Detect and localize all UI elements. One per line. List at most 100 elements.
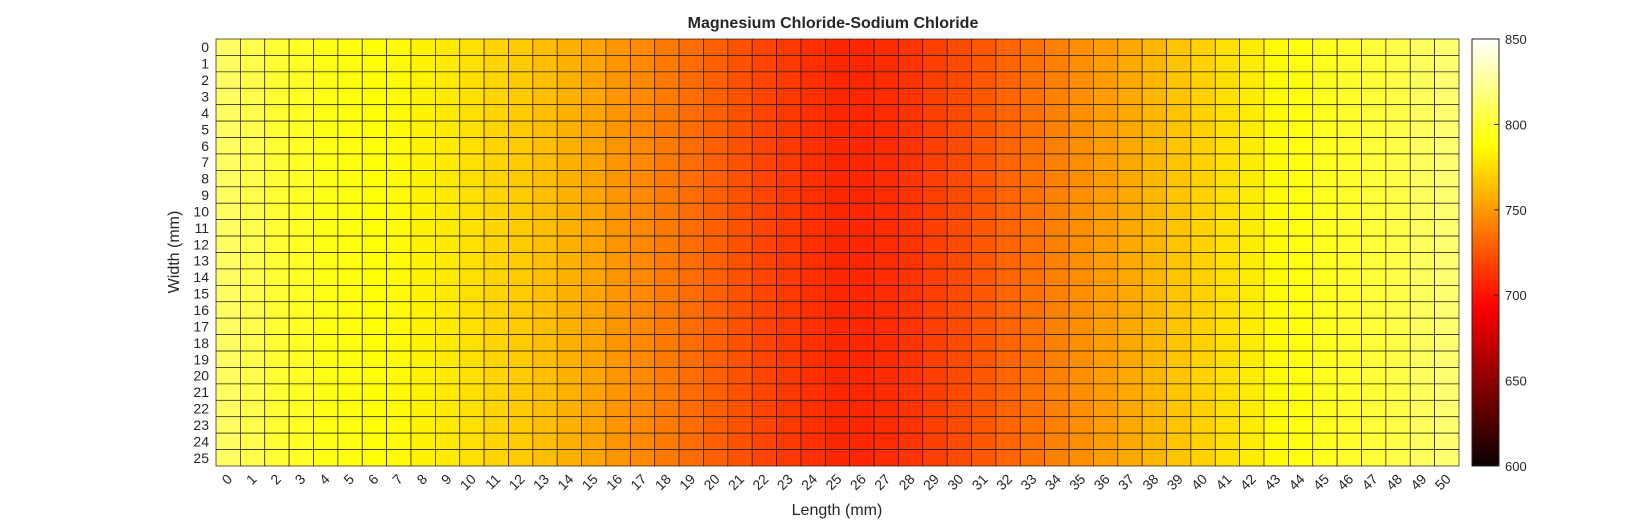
heatmap-cell <box>629 285 656 303</box>
heatmap-cell <box>678 416 704 434</box>
heatmap-cell <box>824 383 851 401</box>
heatmap-cell <box>654 285 680 303</box>
heatmap-cell <box>751 449 777 467</box>
heatmap-cell <box>288 153 314 171</box>
heatmap-cell <box>824 170 851 188</box>
heatmap-cell <box>313 55 339 73</box>
heatmap-cell <box>459 87 485 106</box>
heatmap-cell <box>1214 71 1240 89</box>
heatmap-cell <box>1263 170 1289 188</box>
heatmap-cell <box>1117 235 1143 253</box>
heatmap-cell <box>410 38 436 56</box>
heatmap-cell <box>1385 55 1411 73</box>
heatmap-cell <box>1336 367 1362 385</box>
heatmap-cell <box>532 252 558 270</box>
heatmap-cell <box>264 285 290 303</box>
heatmap-cell <box>678 317 704 335</box>
heatmap-cell <box>995 301 1021 319</box>
heatmap-cell <box>1044 170 1070 188</box>
heatmap-cell <box>1312 252 1338 270</box>
heatmap-cell <box>1239 367 1265 385</box>
heatmap-cell <box>849 317 875 335</box>
heatmap-cell <box>605 301 631 319</box>
heatmap-cell <box>435 432 461 450</box>
heatmap-cell <box>1214 252 1240 270</box>
heatmap-cell <box>435 301 461 319</box>
heatmap-cell <box>654 416 680 434</box>
heatmap-cell <box>1141 334 1167 352</box>
heatmap-cell <box>824 104 851 122</box>
heatmap-cell <box>1190 301 1216 319</box>
heatmap-cell <box>1409 432 1435 450</box>
y-tick-label: 11 <box>194 220 209 236</box>
heatmap-cell <box>288 120 314 138</box>
heatmap-cell <box>288 317 314 335</box>
heatmap-cell <box>313 268 339 286</box>
heatmap-cell <box>1019 449 1046 467</box>
heatmap-cell <box>1117 449 1143 467</box>
heatmap-cell <box>751 285 777 303</box>
heatmap-cell <box>240 416 266 434</box>
heatmap-cell <box>824 120 851 138</box>
x-tick-label: 6 <box>365 471 382 488</box>
heatmap-cell <box>264 120 290 138</box>
heatmap-cell <box>922 137 948 155</box>
heatmap-cell <box>1288 137 1314 155</box>
heatmap-cell <box>1141 170 1167 188</box>
heatmap-cell <box>1141 137 1167 155</box>
heatmap-cell <box>1068 71 1094 89</box>
heatmap-cell <box>581 399 607 418</box>
heatmap-cell <box>800 170 826 188</box>
heatmap-cell <box>1263 153 1289 171</box>
heatmap-cell <box>1385 170 1411 188</box>
x-tick-label: 39 <box>1164 471 1186 493</box>
heatmap-cell <box>1409 367 1435 385</box>
heatmap-cell <box>1117 383 1143 401</box>
heatmap-cell <box>1093 120 1119 138</box>
heatmap-cell <box>605 137 631 155</box>
x-tick-label: 11 <box>482 471 504 493</box>
heatmap-cell <box>264 87 290 106</box>
heatmap-cell <box>1312 317 1338 335</box>
heatmap-cell <box>727 449 753 467</box>
heatmap-cell <box>678 399 704 418</box>
heatmap-cell <box>605 268 631 286</box>
heatmap-cell <box>556 416 582 434</box>
heatmap-cell <box>1263 301 1289 319</box>
y-tick-label: 19 <box>193 351 209 367</box>
heatmap-cell <box>1385 350 1411 368</box>
heatmap-cell <box>1385 432 1411 450</box>
heatmap-cell <box>215 301 241 319</box>
heatmap-cell <box>1214 432 1240 450</box>
heatmap-cell <box>1044 285 1070 303</box>
heatmap-cell <box>1312 268 1338 286</box>
heatmap-cell <box>556 104 582 122</box>
heatmap-cell <box>629 87 656 106</box>
heatmap-cell <box>435 55 461 73</box>
heatmap-cell <box>1068 399 1094 418</box>
heatmap-cell <box>508 301 534 319</box>
heatmap-cell <box>1166 120 1192 138</box>
heatmap-cell <box>1190 186 1216 204</box>
heatmap-cell <box>410 399 436 418</box>
heatmap-cell <box>435 268 461 286</box>
heatmap-cell <box>337 285 363 303</box>
heatmap-cell <box>1141 202 1167 220</box>
heatmap-cell <box>483 350 509 368</box>
heatmap-cell <box>532 87 558 106</box>
heatmap-cell <box>532 219 558 237</box>
heatmap-cell <box>654 252 680 270</box>
heatmap-cell <box>971 383 997 401</box>
heatmap-cell <box>1288 235 1314 253</box>
x-tick-label: 29 <box>920 471 942 493</box>
heatmap-cell <box>824 399 851 418</box>
heatmap-cell <box>581 71 607 89</box>
heatmap-cell <box>532 399 558 418</box>
heatmap-cell <box>1336 268 1362 286</box>
heatmap-cell <box>435 38 461 56</box>
heatmap-cell <box>410 334 436 352</box>
heatmap-cell <box>264 350 290 368</box>
heatmap-cell <box>483 104 509 122</box>
heatmap-cell <box>1044 432 1070 450</box>
heatmap-cell <box>1093 71 1119 89</box>
